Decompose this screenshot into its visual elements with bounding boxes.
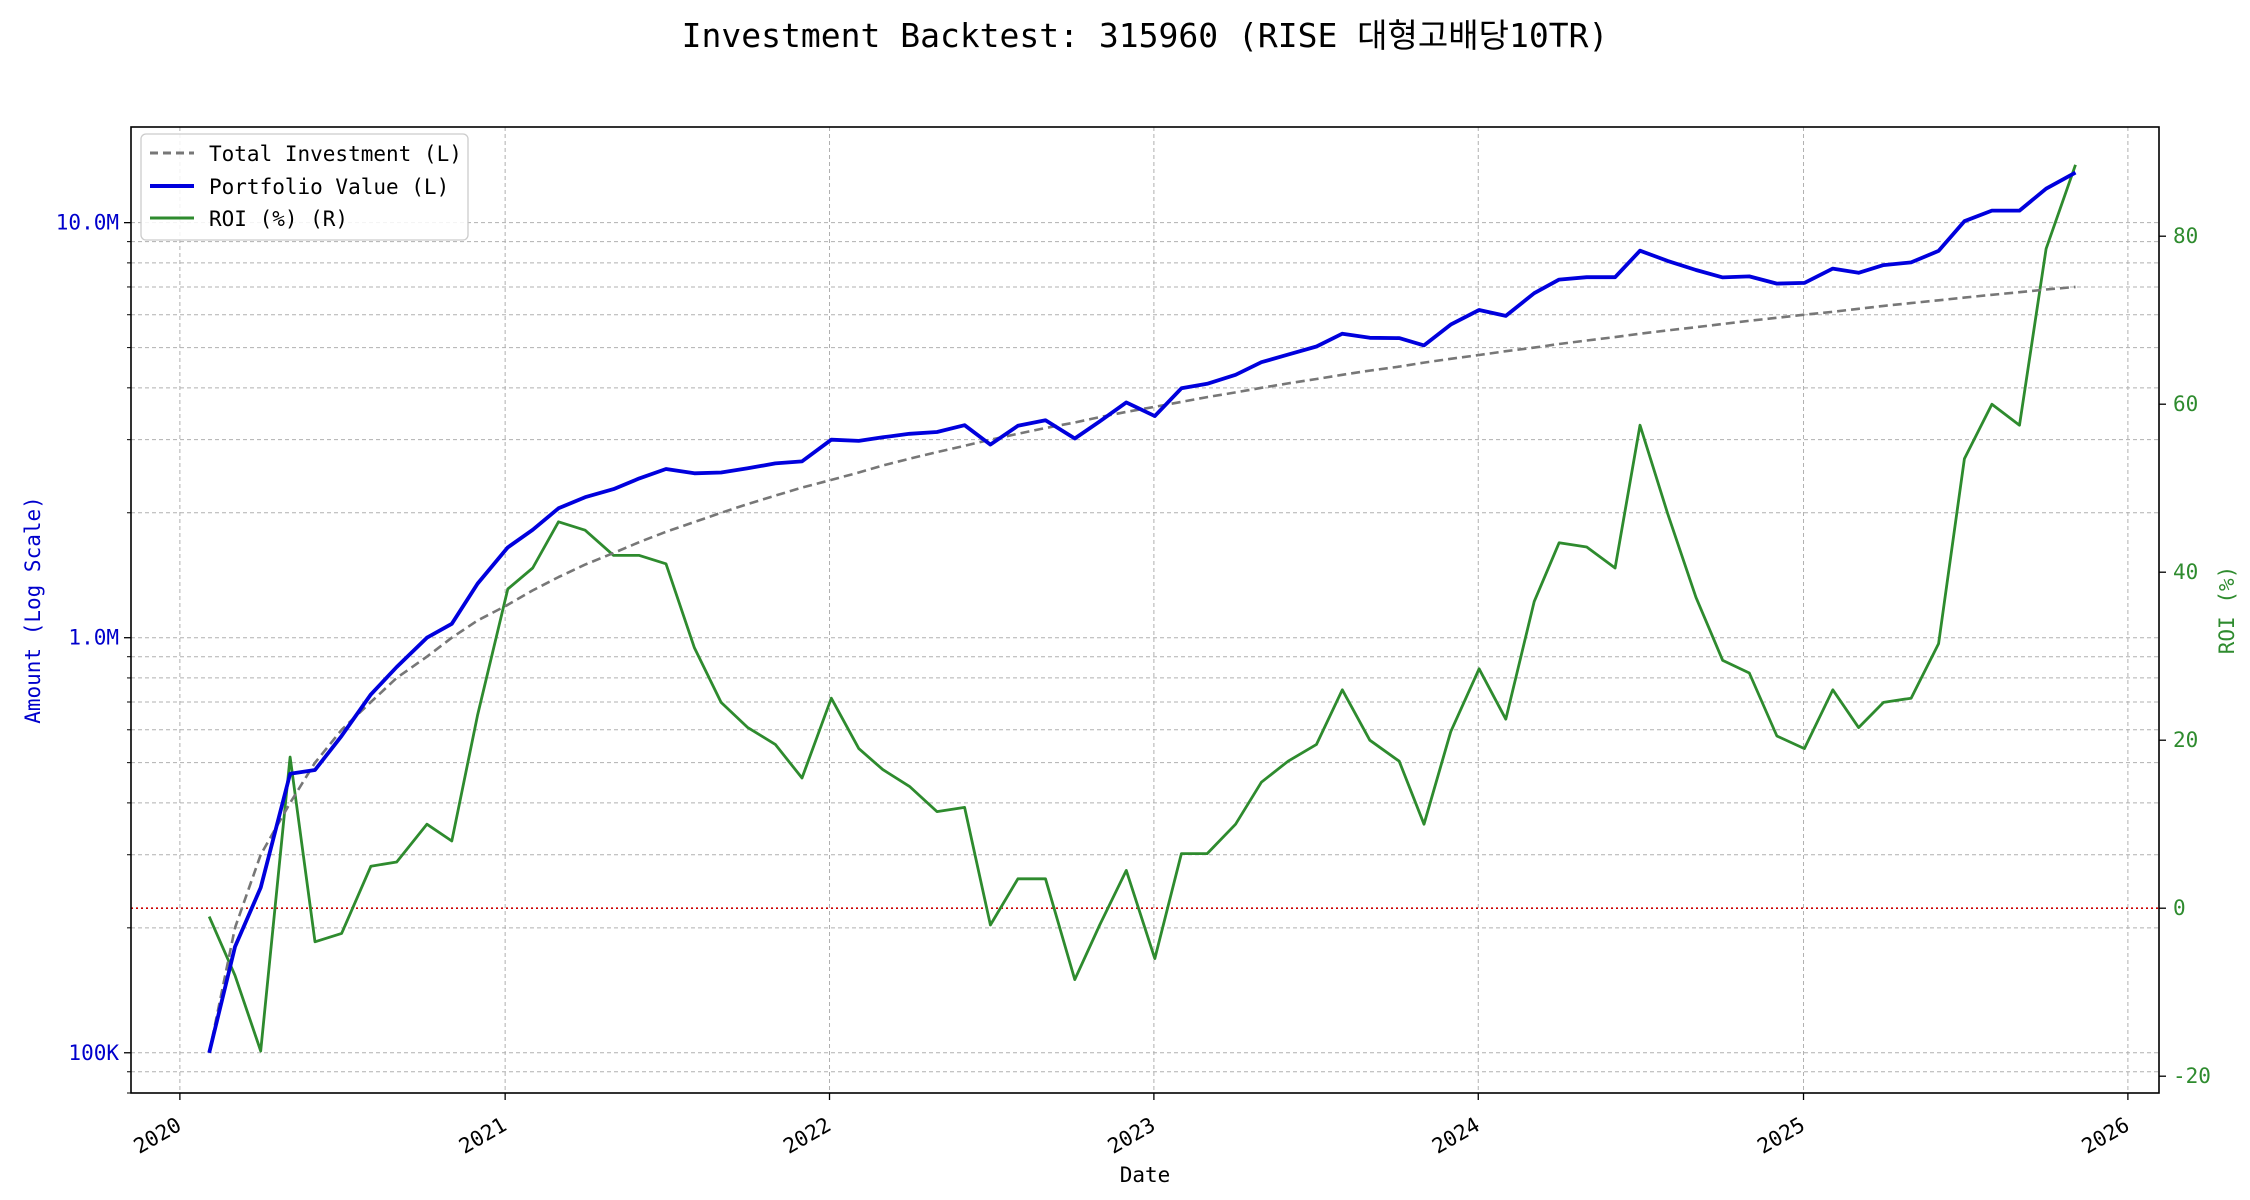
legend-label-total-investment: Total Investment (L) [209, 142, 462, 166]
roi-line [207, 164, 2077, 1053]
right-axis-label: ROI (%) [2215, 566, 2239, 655]
x-axis-label: Date [1120, 1163, 1171, 1187]
left-axis-label: Amount (Log Scale) [21, 496, 45, 724]
legend-label-portfolio-value: Portfolio Value (L) [209, 175, 449, 199]
right-tick-label: 60 [2173, 392, 2198, 416]
legend-label-roi: ROI (%) (R) [209, 207, 348, 231]
series-layer [207, 164, 2077, 1054]
chart-title: Investment Backtest: 315960 (RISE 대형고배당1… [682, 16, 1609, 55]
total-investment-line [207, 285, 2076, 1054]
plot-frame [130, 126, 2160, 1094]
left-tick-label: 10.0M [56, 211, 119, 235]
left-tick-label: 1.0M [68, 626, 119, 650]
left-tick-label: 100K [68, 1041, 119, 1065]
right-tick-label: 0 [2173, 896, 2186, 920]
right-tick-label: 80 [2173, 224, 2198, 248]
portfolio-value-line [207, 170, 2077, 1054]
right-tick-label: 40 [2173, 560, 2198, 584]
right-tick-label: -20 [2173, 1064, 2211, 1088]
legend-box [140, 133, 469, 241]
legend: Total Investment (L) Portfolio Value (L)… [140, 133, 469, 241]
right-tick-label: 20 [2173, 728, 2198, 752]
